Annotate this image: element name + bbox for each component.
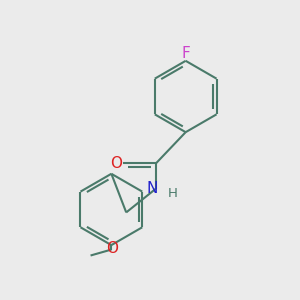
Text: O: O — [110, 156, 122, 171]
Text: O: O — [106, 241, 118, 256]
Text: F: F — [181, 46, 190, 61]
Text: H: H — [167, 188, 177, 200]
Text: N: N — [147, 181, 158, 196]
